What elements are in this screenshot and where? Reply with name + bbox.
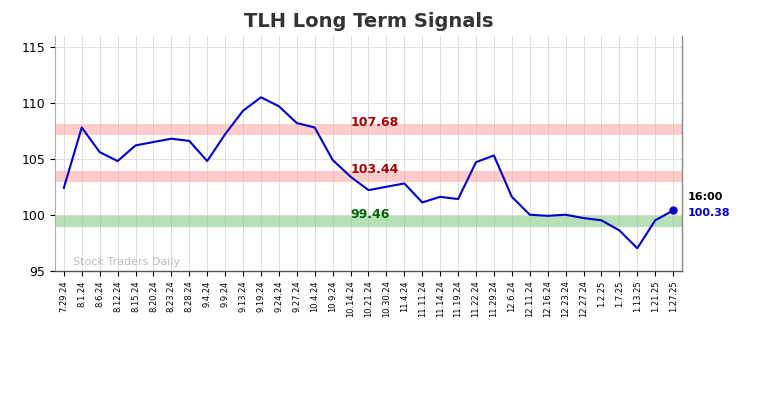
Text: 16:00: 16:00 (688, 192, 723, 203)
Text: Stock Traders Daily: Stock Traders Daily (73, 257, 180, 267)
Text: 99.46: 99.46 (350, 208, 390, 221)
Text: 100.38: 100.38 (688, 208, 730, 218)
Title: TLH Long Term Signals: TLH Long Term Signals (244, 12, 493, 31)
Text: 103.44: 103.44 (350, 164, 399, 176)
Text: 107.68: 107.68 (350, 116, 399, 129)
